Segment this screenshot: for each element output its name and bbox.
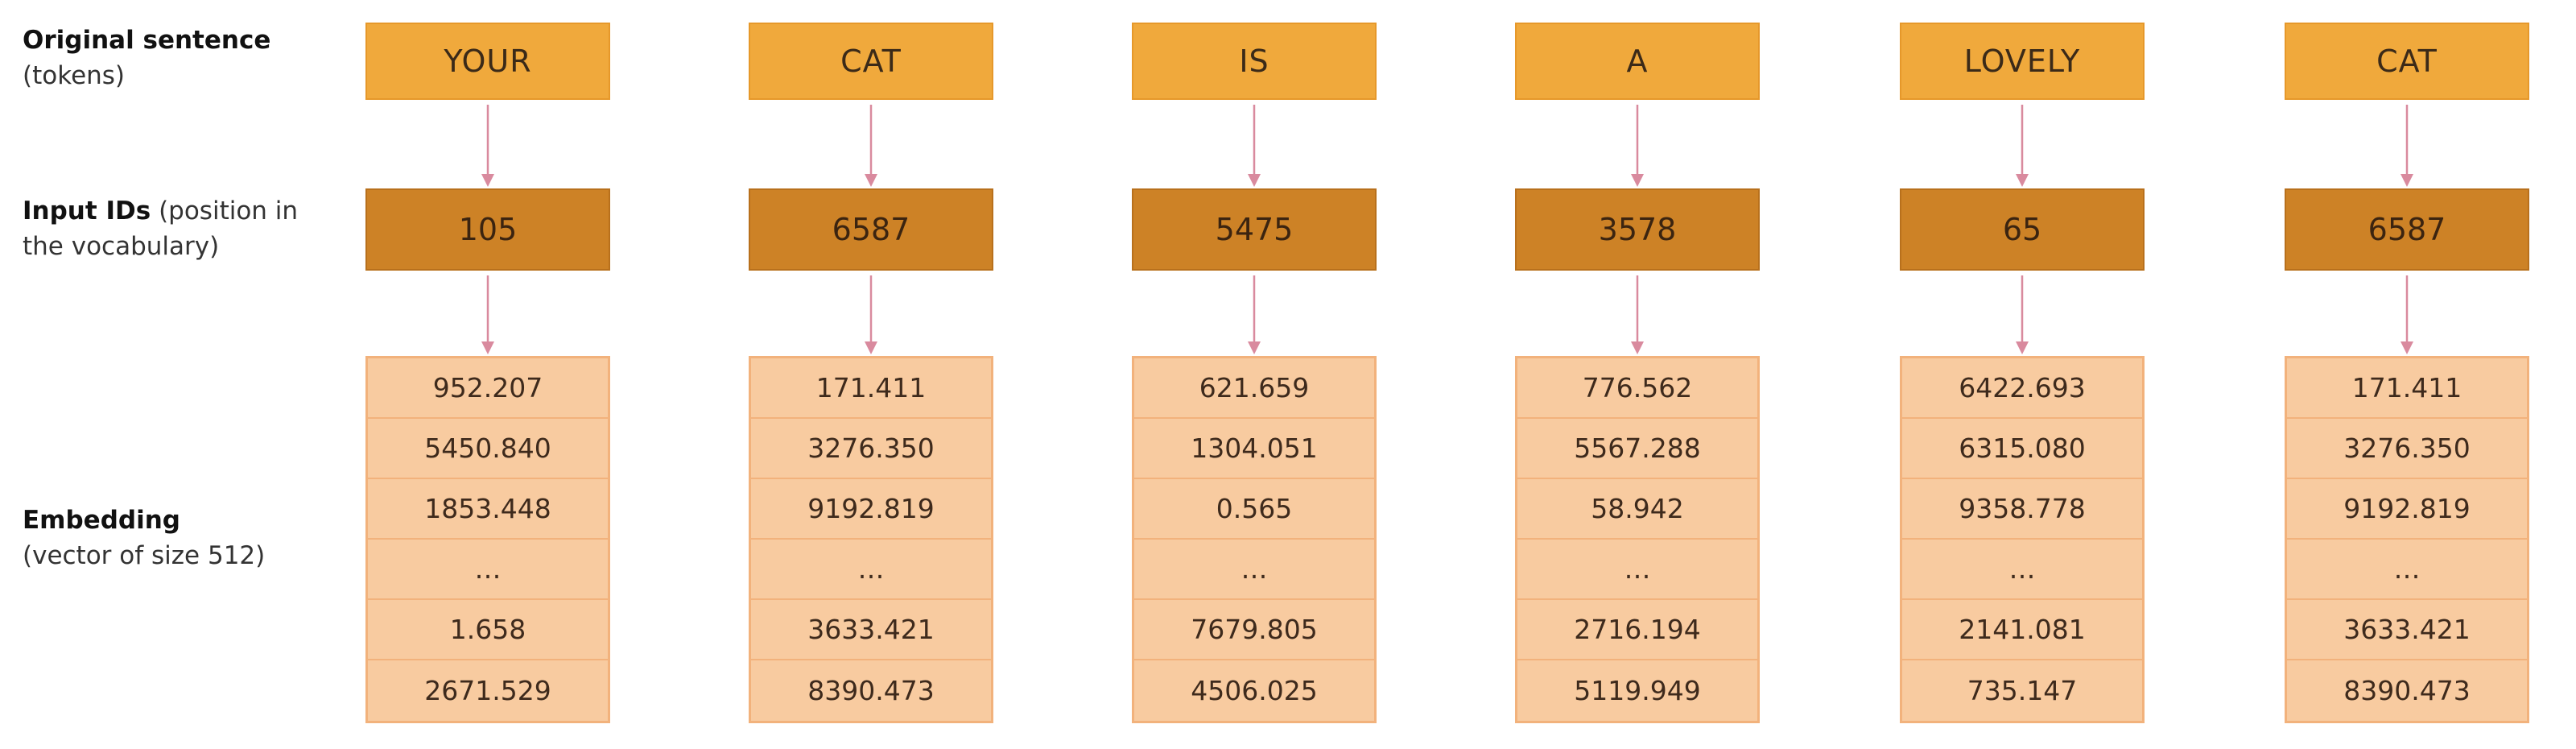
token-column: LOVELY 65 6422.693 6315.080 9358.778… 2141.08… xyxy=(1900,0,2145,749)
embedding-value: … xyxy=(2287,540,2527,600)
token-box: CAT xyxy=(2285,23,2529,100)
embedding-value: 6422.693 xyxy=(1902,358,2142,419)
embedding-value: 3276.350 xyxy=(2287,419,2527,479)
input-id-box: 105 xyxy=(365,188,610,271)
embedding-value: 621.659 xyxy=(1134,358,1374,419)
embedding-value: 9358.778 xyxy=(1902,479,2142,540)
embedding-value: 1304.051 xyxy=(1134,419,1374,479)
embedding-value: 9192.819 xyxy=(2287,479,2527,540)
token-box: CAT xyxy=(749,23,993,100)
embedding-value: 2671.529 xyxy=(424,675,551,706)
input-id-box: 6587 xyxy=(749,188,993,271)
embedding-value: 8390.473 xyxy=(2343,675,2471,706)
input-id-box: 6587 xyxy=(2285,188,2529,271)
embedding-value: 1853.448 xyxy=(368,479,608,540)
token-column: YOUR 105 952.207 5450.840 1853.448… 1.658 2671… xyxy=(365,0,610,749)
embedding-value: 9192.819 xyxy=(751,479,991,540)
token-column: CAT 6587 171.411 3276.350 9192.819… 3633.421 8… xyxy=(2285,0,2529,749)
token-column: IS 5475 621.659 1304.051 0.565… 7679.805 4506.… xyxy=(1132,0,1377,749)
embedding-value: 58.942 xyxy=(1517,479,1757,540)
label-input-ids-title: Input IDs xyxy=(23,197,151,226)
embedding-value: 3633.421 xyxy=(751,600,991,660)
embedding-value: 776.562 xyxy=(1517,358,1757,419)
embedding-vector: 171.411 3276.350 9192.819… 3633.421 8390.473 xyxy=(2285,356,2529,723)
embedding-value: 6315.080 xyxy=(1902,419,2142,479)
token-box: YOUR xyxy=(365,23,610,100)
label-input-ids: Input IDs (position in the vocabulary) xyxy=(23,193,298,264)
embedding-vector: 621.659 1304.051 0.565… 7679.805 4506.025 xyxy=(1132,356,1377,723)
embedding-value: … xyxy=(1517,540,1757,600)
token-box: A xyxy=(1515,23,1760,100)
embedding-value: … xyxy=(751,540,991,600)
label-embedding: Embedding (vector of size 512) xyxy=(23,503,265,573)
label-original-sentence: Original sentence (tokens) xyxy=(23,23,270,93)
embedding-value: 0.565 xyxy=(1134,479,1374,540)
input-id-box: 65 xyxy=(1900,188,2145,271)
embedding-value: … xyxy=(368,540,608,600)
embedding-value: 5119.949 xyxy=(1574,675,1701,706)
embedding-value: 3276.350 xyxy=(751,419,991,479)
token-column: A 3578 776.562 5567.288 58.942… 2716.194 5119.… xyxy=(1515,0,1760,749)
embedding-value: 7679.805 xyxy=(1134,600,1374,660)
label-embedding-title: Embedding xyxy=(23,506,180,535)
embedding-value: 2716.194 xyxy=(1517,600,1757,660)
embedding-value: 735.147 xyxy=(1967,675,2078,706)
embedding-value: 8390.473 xyxy=(807,675,935,706)
embedding-vector: 776.562 5567.288 58.942… 2716.194 5119.949 xyxy=(1515,356,1760,723)
embedding-value: 1.658 xyxy=(368,600,608,660)
embedding-value: 5567.288 xyxy=(1517,419,1757,479)
label-original-sentence-title: Original sentence xyxy=(23,26,271,55)
embedding-value: … xyxy=(1902,540,2142,600)
embedding-value: … xyxy=(1134,540,1374,600)
label-original-sentence-sub: (tokens) xyxy=(23,61,126,90)
embedding-value: 3633.421 xyxy=(2287,600,2527,660)
embedding-value: 952.207 xyxy=(368,358,608,419)
token-box: IS xyxy=(1132,23,1377,100)
embedding-value: 4506.025 xyxy=(1191,675,1318,706)
token-box: LOVELY xyxy=(1900,23,2145,100)
label-input-ids-sub-2: the vocabulary) xyxy=(23,232,220,261)
input-id-box: 3578 xyxy=(1515,188,1760,271)
embedding-value: 2141.081 xyxy=(1902,600,2142,660)
embedding-value: 171.411 xyxy=(751,358,991,419)
token-column: CAT 6587 171.411 3276.350 9192.819… 3633.421 8… xyxy=(749,0,993,749)
label-input-ids-sub-1: (position in xyxy=(159,197,299,226)
embedding-vector: 6422.693 6315.080 9358.778… 2141.081 735.147 xyxy=(1900,356,2145,723)
label-embedding-sub: (vector of size 512) xyxy=(23,541,266,570)
embedding-value: 5450.840 xyxy=(368,419,608,479)
embedding-vector: 171.411 3276.350 9192.819… 3633.421 8390.473 xyxy=(749,356,993,723)
input-id-box: 5475 xyxy=(1132,188,1377,271)
embedding-vector: 952.207 5450.840 1853.448… 1.658 2671.529 xyxy=(365,356,610,723)
embedding-value: 171.411 xyxy=(2287,358,2527,419)
